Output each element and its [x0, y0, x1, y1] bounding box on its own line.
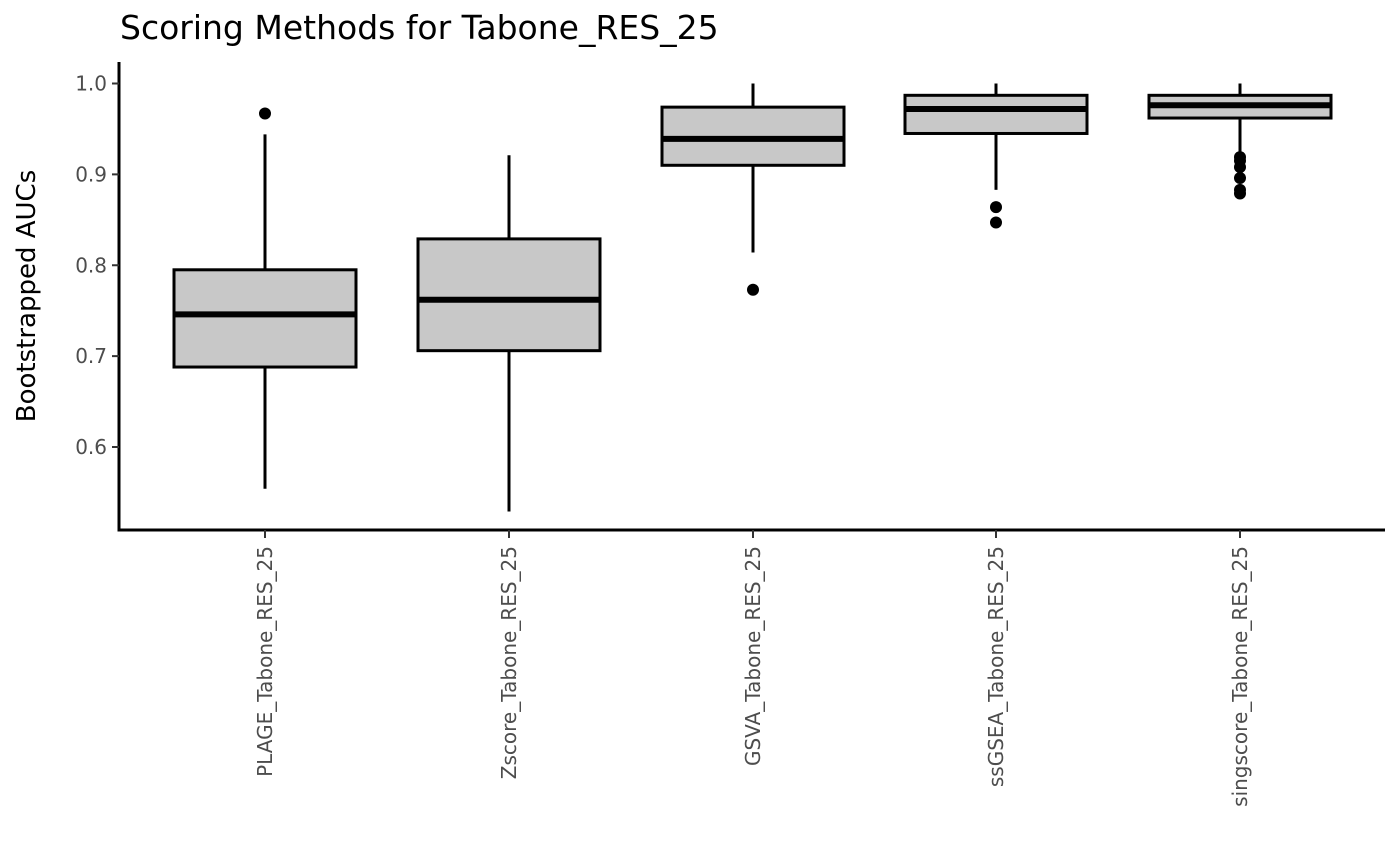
box-group	[660, 83, 846, 296]
outlier-point	[1234, 187, 1246, 200]
y-tick-label: 0.8	[75, 253, 107, 277]
outlier-point	[990, 216, 1002, 229]
box-group	[172, 107, 358, 489]
x-tick-label: GSVA_Tabone_RES_25	[741, 546, 765, 766]
x-tick-label: singscore_Tabone_RES_25	[1228, 546, 1252, 807]
outlier-point	[1234, 172, 1246, 185]
x-tick-label: ssGSEA_Tabone_RES_25	[984, 546, 1008, 787]
outlier-point	[747, 283, 759, 296]
x-tick-label: Zscore_Tabone_RES_25	[497, 546, 521, 779]
x-tick-label: PLAGE_Tabone_RES_25	[253, 546, 277, 777]
box-group	[903, 83, 1089, 229]
outlier-point	[990, 201, 1002, 214]
iqr-box	[416, 237, 602, 353]
y-tick-label: 0.6	[75, 435, 107, 459]
y-tick-label: 0.7	[75, 344, 107, 368]
chart-title: Scoring Methods for Tabone_RES_25	[120, 8, 719, 47]
iqr-box	[172, 268, 358, 369]
y-tick-label: 1.0	[75, 72, 107, 96]
boxes-layer	[172, 83, 1333, 512]
box-group	[416, 155, 602, 512]
axes-layer: 0.6 0.7 0.8 0.9 1.0 PLAGE_Tabone_RES_25 Zscore…	[75, 62, 1385, 807]
y-tick-label: 0.9	[75, 162, 107, 186]
outlier-point	[1234, 161, 1246, 174]
box-group	[1147, 83, 1333, 200]
outlier-point	[259, 107, 271, 120]
iqr-box	[903, 93, 1089, 135]
